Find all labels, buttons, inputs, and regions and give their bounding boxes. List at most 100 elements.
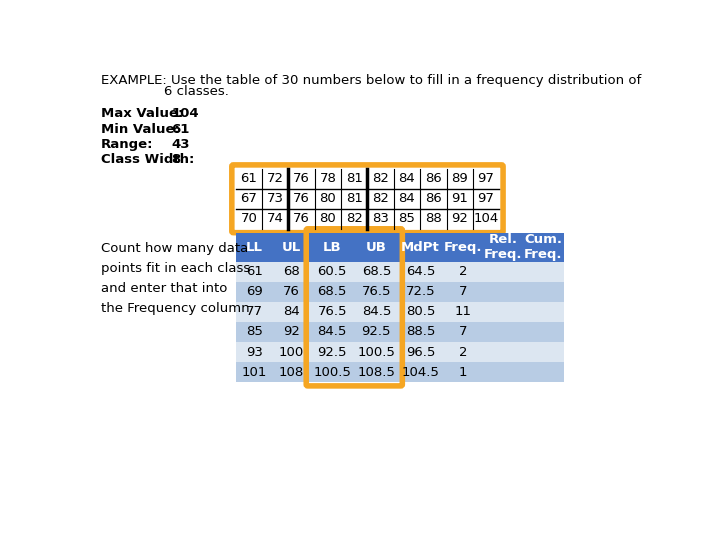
Bar: [483, 262, 523, 282]
Text: 76: 76: [293, 192, 310, 205]
Text: 100.5: 100.5: [357, 346, 395, 359]
Text: 85: 85: [246, 326, 263, 339]
Bar: [443, 362, 483, 382]
Bar: [443, 233, 483, 262]
Bar: [235, 322, 273, 342]
Bar: [398, 233, 443, 262]
Text: 83: 83: [372, 212, 389, 225]
Text: 84: 84: [283, 306, 300, 319]
Text: 92.5: 92.5: [361, 326, 391, 339]
Bar: [273, 342, 310, 362]
Bar: [273, 282, 310, 302]
Bar: [398, 342, 443, 362]
Bar: [273, 362, 310, 382]
Bar: [310, 282, 354, 302]
Text: 68: 68: [283, 266, 300, 279]
Text: 92.5: 92.5: [318, 346, 347, 359]
Text: 76: 76: [293, 172, 310, 185]
Bar: [310, 302, 354, 322]
Bar: [310, 322, 354, 342]
Text: 6 classes.: 6 classes.: [163, 85, 228, 98]
Text: 69: 69: [246, 286, 263, 299]
Text: Cum.
Freq.: Cum. Freq.: [524, 233, 562, 261]
Bar: [354, 342, 398, 362]
Text: 80.5: 80.5: [406, 306, 435, 319]
Text: Count how many data
points fit in each class
and enter that into
the Frequency c: Count how many data points fit in each c…: [101, 242, 250, 315]
Text: 2: 2: [459, 346, 467, 359]
Bar: [523, 282, 564, 302]
Text: UB: UB: [366, 241, 387, 254]
Bar: [483, 342, 523, 362]
Bar: [398, 362, 443, 382]
Text: Min Value:: Min Value:: [101, 123, 180, 136]
Text: 61: 61: [246, 266, 263, 279]
Text: 61: 61: [240, 172, 257, 185]
Text: 85: 85: [399, 212, 415, 225]
Text: 2: 2: [459, 266, 467, 279]
Text: 82: 82: [372, 172, 389, 185]
Bar: [235, 282, 273, 302]
Bar: [523, 322, 564, 342]
Bar: [235, 262, 273, 282]
Text: 88: 88: [425, 212, 441, 225]
Text: 104: 104: [171, 107, 199, 120]
Bar: [483, 322, 523, 342]
Text: MdPt: MdPt: [401, 241, 440, 254]
Bar: [523, 362, 564, 382]
Text: 100.5: 100.5: [313, 366, 351, 379]
Text: 76.5: 76.5: [361, 286, 391, 299]
Bar: [398, 282, 443, 302]
Text: 93: 93: [246, 346, 263, 359]
Bar: [354, 322, 398, 342]
Bar: [273, 262, 310, 282]
Text: 72.5: 72.5: [406, 286, 436, 299]
Bar: [310, 233, 354, 262]
Bar: [310, 262, 354, 282]
Bar: [483, 362, 523, 382]
Text: LB: LB: [323, 241, 341, 254]
Bar: [354, 262, 398, 282]
Text: 60.5: 60.5: [318, 266, 347, 279]
Bar: [523, 342, 564, 362]
Bar: [310, 362, 354, 382]
Text: 88.5: 88.5: [406, 326, 435, 339]
Text: 108: 108: [279, 366, 304, 379]
Text: 97: 97: [477, 192, 495, 205]
Bar: [443, 302, 483, 322]
Bar: [523, 302, 564, 322]
Text: 84.5: 84.5: [361, 306, 391, 319]
Text: 100: 100: [279, 346, 304, 359]
Text: 78: 78: [320, 172, 336, 185]
Bar: [523, 233, 564, 262]
Text: 7: 7: [459, 326, 467, 339]
Text: 82: 82: [346, 212, 363, 225]
Text: 70: 70: [240, 212, 257, 225]
Text: 64.5: 64.5: [406, 266, 435, 279]
Text: 89: 89: [451, 172, 468, 185]
Text: 97: 97: [477, 172, 495, 185]
Bar: [443, 322, 483, 342]
Bar: [354, 302, 398, 322]
Text: 67: 67: [240, 192, 257, 205]
Bar: [443, 282, 483, 302]
Text: 11: 11: [454, 306, 472, 319]
Text: LL: LL: [246, 241, 263, 254]
Text: 76: 76: [293, 212, 310, 225]
Text: 81: 81: [346, 172, 363, 185]
Text: UL: UL: [282, 241, 301, 254]
Text: 104: 104: [474, 212, 499, 225]
Text: EXAMPLE: Use the table of 30 numbers below to fill in a frequency distribution o: EXAMPLE: Use the table of 30 numbers bel…: [101, 74, 641, 87]
Text: 8: 8: [171, 153, 181, 166]
Text: Freq.: Freq.: [444, 241, 482, 254]
Text: 92: 92: [283, 326, 300, 339]
Bar: [483, 233, 523, 262]
Bar: [235, 168, 499, 229]
Bar: [483, 302, 523, 322]
Text: Class Width:: Class Width:: [101, 153, 194, 166]
Bar: [483, 282, 523, 302]
Text: 74: 74: [267, 212, 284, 225]
Text: 76.5: 76.5: [318, 306, 347, 319]
Text: 84: 84: [399, 172, 415, 185]
Text: 72: 72: [266, 172, 284, 185]
Bar: [235, 233, 273, 262]
